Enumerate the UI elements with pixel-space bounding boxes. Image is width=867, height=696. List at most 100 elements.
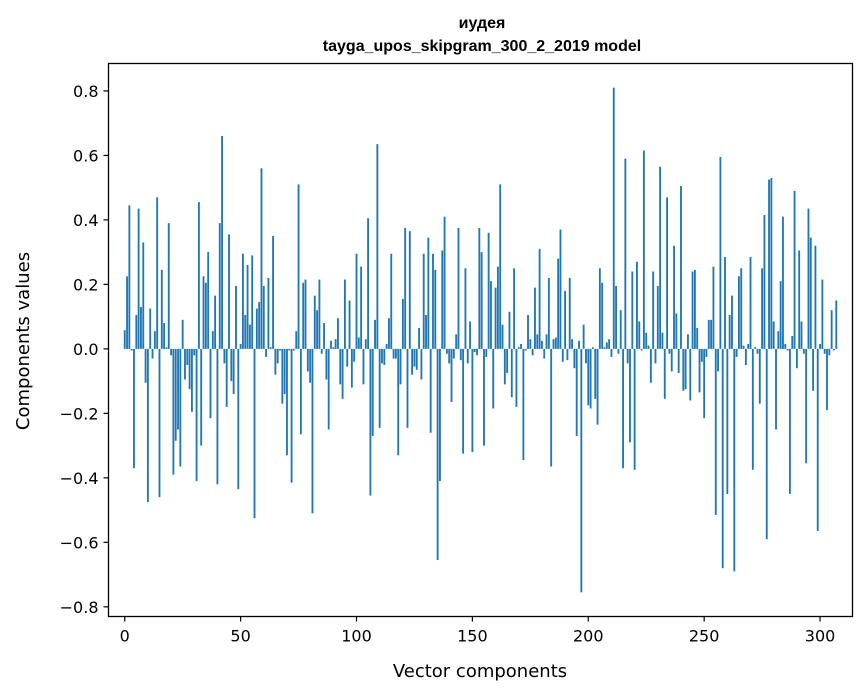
bar-179: [538, 248, 541, 349]
bar-146: [462, 348, 465, 454]
bar-216: [624, 158, 627, 349]
bar-302: [823, 348, 826, 354]
bar-96: [346, 348, 349, 367]
bar-296: [809, 237, 812, 349]
bar-105: [367, 218, 370, 349]
bar-50: [239, 344, 242, 349]
x-tick-label: 200: [573, 627, 604, 646]
bar-122: [406, 348, 409, 428]
bar-207: [603, 347, 606, 349]
bar-118: [397, 348, 400, 456]
bar-31: [195, 348, 198, 482]
bar-152: [476, 348, 478, 356]
bar-258: [721, 348, 724, 569]
bar-123: [408, 231, 411, 349]
bar-265: [738, 276, 740, 349]
bar-286: [786, 348, 789, 351]
bar-240: [680, 186, 682, 349]
bar-67: [279, 348, 281, 351]
bar-9: [144, 348, 147, 383]
bar-167: [510, 348, 513, 398]
bar-204: [596, 348, 599, 425]
bar-66: [276, 348, 279, 364]
x-axis-label: Vector components: [393, 661, 567, 682]
bar-154: [480, 252, 483, 349]
bar-165: [506, 348, 509, 374]
bar-209: [608, 339, 611, 349]
x-tick-label: 150: [457, 627, 488, 646]
bar-71: [288, 348, 291, 351]
bar-196: [578, 340, 580, 349]
bar-138: [443, 216, 446, 349]
bar-205: [598, 268, 601, 349]
bar-186: [554, 337, 557, 349]
bar-109: [376, 144, 379, 349]
bar-95: [343, 279, 346, 349]
bar-124: [411, 348, 414, 375]
bar-290: [795, 348, 798, 369]
y-tick-label: 0.2: [73, 275, 98, 294]
bar-288: [791, 335, 794, 349]
bar-22: [174, 348, 177, 441]
bar-5: [135, 315, 138, 349]
y-tick-label: −0.2: [60, 404, 99, 423]
bar-180: [540, 340, 543, 349]
bar-181: [543, 348, 546, 359]
bar-260: [726, 348, 729, 494]
bar-52: [244, 315, 247, 349]
bar-14: [156, 197, 159, 349]
bar-230: [656, 285, 659, 349]
bar-211: [612, 87, 615, 349]
bar-169: [515, 348, 518, 407]
bar-39: [214, 295, 217, 349]
bar-221: [636, 261, 638, 349]
bar-300: [819, 344, 821, 349]
bar-280: [772, 321, 775, 349]
bar-132: [429, 348, 432, 433]
bar-88: [327, 348, 330, 430]
bar-241: [682, 348, 685, 391]
bar-303: [826, 348, 828, 411]
bar-7: [140, 306, 142, 349]
bar-129: [422, 253, 425, 349]
bar-289: [793, 190, 796, 349]
bar-130: [425, 315, 427, 349]
x-tick-label: 50: [230, 627, 250, 646]
bar-174: [527, 315, 529, 349]
bar-251: [705, 348, 708, 357]
bar-61: [265, 348, 268, 357]
bar-54: [248, 324, 251, 349]
bar-218: [629, 348, 631, 443]
bar-164: [503, 348, 506, 385]
bar-26: [184, 348, 186, 380]
bar-233: [663, 348, 666, 399]
y-tick-label: −0.4: [60, 469, 99, 488]
bar-128: [420, 348, 423, 380]
bar-195: [575, 348, 578, 436]
bar-68: [281, 348, 284, 404]
bar-45: [228, 234, 230, 349]
bar-245: [691, 271, 694, 349]
bar-272: [754, 347, 757, 349]
y-axis-ticks: −0.8 −0.6 −0.4 −0.2 0.0 0.2 0.4 0.6 0.8: [60, 82, 109, 617]
bar-197: [580, 348, 583, 593]
bar-36: [207, 252, 210, 349]
bar-227: [649, 348, 652, 383]
bar-157: [487, 232, 490, 349]
bar-126: [415, 348, 418, 370]
bar-254: [712, 266, 715, 349]
bar-143: [455, 334, 458, 349]
bar-35: [204, 282, 207, 349]
chart-title-line-2: tayga_upos_skipgram_300_2_2019 model: [323, 38, 641, 55]
bar-253: [710, 319, 713, 349]
bar-94: [341, 348, 344, 399]
x-tick-label: 0: [120, 627, 130, 646]
bar-4: [133, 348, 135, 469]
bar-32: [197, 202, 200, 349]
bar-58: [258, 302, 261, 349]
bar-155: [483, 348, 485, 446]
bar-99: [353, 348, 356, 362]
bar-160: [494, 287, 497, 349]
plot-area-frame: [107, 62, 854, 618]
bar-42: [221, 136, 223, 349]
